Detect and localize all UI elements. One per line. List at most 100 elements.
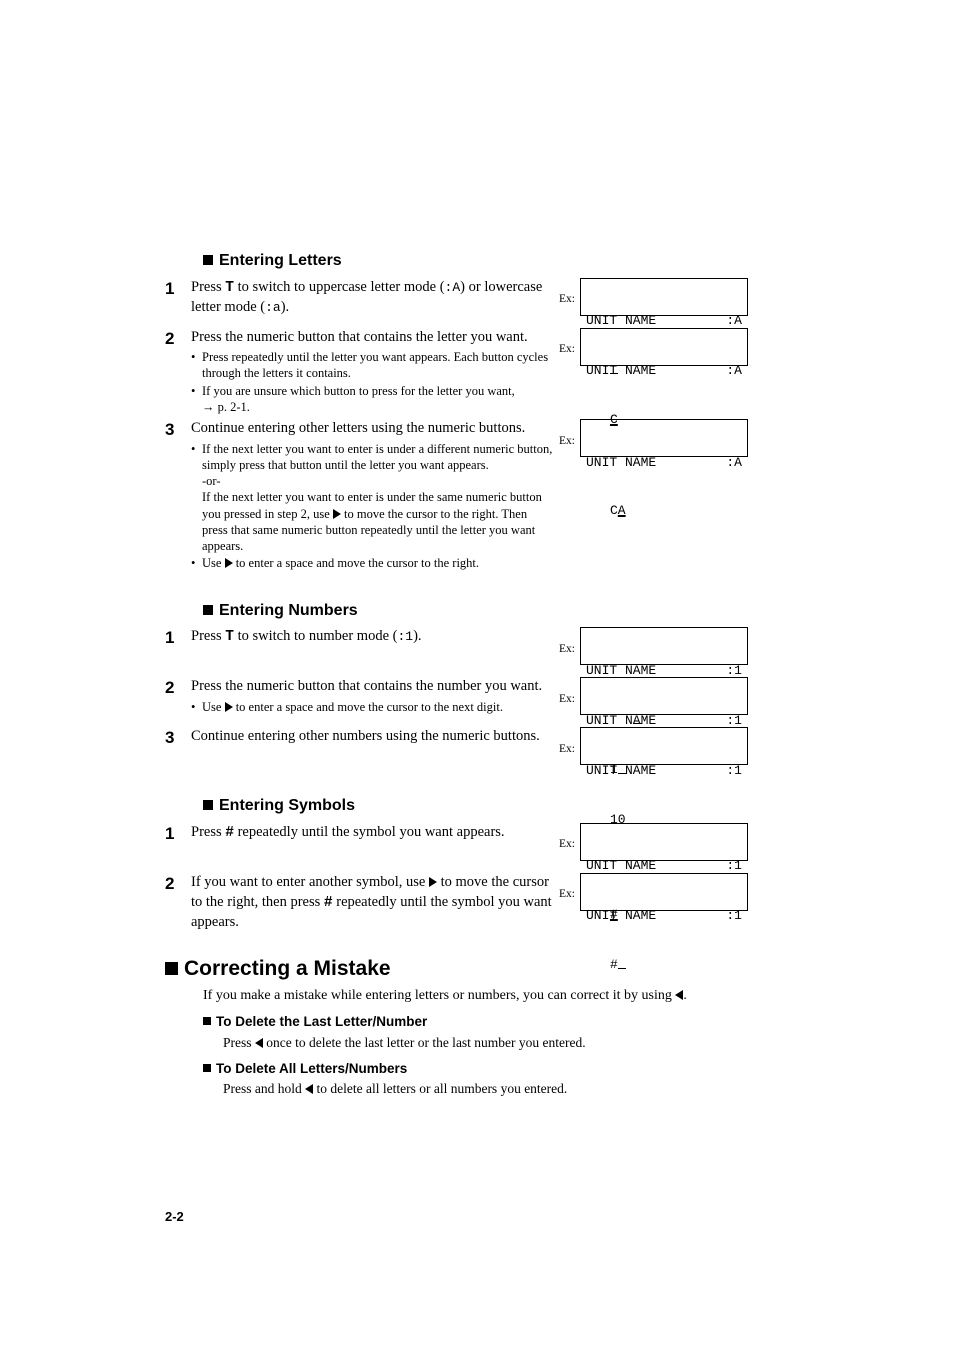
text: p. 2-1. [215,400,250,414]
text: Press [191,628,225,644]
lcd-display: UNIT NAME:1 10 [580,727,748,765]
lcd-display: UNIT NAME:A CA [580,419,748,457]
heading-text: Correcting a Mistake [184,957,391,980]
square-bullet-icon [203,1064,211,1072]
bullet-dot-icon: • [191,349,202,382]
text: Press [191,279,225,295]
step-body: If you want to enter another symbol, use… [191,873,555,933]
hash-key-icon: # [324,895,333,911]
step-body: Press the numeric button that contains t… [191,328,555,416]
ex-label: Ex: [559,837,575,853]
step-number: 3 [165,419,191,572]
square-bullet-icon [203,605,213,615]
lcd-display: UNIT NAME:1 [580,627,748,665]
ex-label: Ex: [559,292,575,308]
step-number: 2 [165,677,191,715]
text: If you are unsure which button to press … [202,384,515,398]
lcd-value: CA [610,503,626,518]
step-row: 3 Continue entering other numbers using … [165,727,834,773]
step-number: 3 [165,727,191,750]
lcd-example: Ex: UNIT NAME:1 # [559,873,834,911]
step-body: Press T to switch to number mode (:1). [191,627,555,650]
step-main-text: Press the numeric button that contains t… [191,677,555,697]
lcd-example: Ex: UNIT NAME:1 [559,627,834,665]
text: to enter a space and move the cursor to … [233,556,479,570]
ex-label: Ex: [559,434,575,450]
lcd-example: Ex: UNIT NAME:1 1 [559,677,834,715]
square-bullet-icon [203,800,213,810]
text: to switch to number mode ( [234,628,398,644]
text: Use [202,556,225,570]
text: once to delete the last letter or the la… [263,1035,586,1050]
triangle-right-icon [225,558,233,568]
bullet-text: Press repeatedly until the letter you wa… [202,349,555,382]
text: to switch to uppercase letter mode ( [234,279,445,295]
arrow-right-icon: → [202,400,215,414]
hash-key-icon: # [225,825,234,841]
text: repeatedly until the symbol you want app… [234,824,505,840]
title-text: Entering Symbols [219,797,355,814]
title-text: Entering Letters [219,252,342,269]
bullet-dot-icon: • [191,441,202,555]
bullet-dot-icon: • [191,699,202,715]
ex-label: Ex: [559,742,575,758]
subheading-delete-last: To Delete the Last Letter/Number [203,1013,834,1031]
mode-code: :A [445,280,461,295]
section-title: Entering Letters [203,250,834,272]
triangle-right-icon [225,702,233,712]
bullet-dot-icon: • [191,383,202,416]
title-text: Entering Numbers [219,602,358,619]
step-body: Press # repeatedly until the symbol you … [191,823,555,846]
step-body: Continue entering other numbers using th… [191,727,555,750]
ex-label: Ex: [559,642,575,658]
bullet-dot-icon: • [191,555,202,571]
lcd-mode: :1 [726,908,742,924]
square-bullet-icon [203,255,213,265]
bullet-text: If the next letter you want to enter is … [202,441,555,555]
mode-code: :1 [397,629,413,644]
square-bullet-icon [203,1017,211,1025]
step-main-text: Continue entering other letters using th… [191,419,555,439]
lcd-display: UNIT NAME:1 # [580,873,748,911]
bullet-text: Use to enter a space and move the cursor… [202,555,555,571]
step-row: 1 Press T to switch to number mode (:1).… [165,627,834,673]
step-body: Press T to switch to uppercase letter mo… [191,278,555,318]
subheading-text: To Delete the Last Letter/Number [216,1014,427,1029]
text: ). [281,299,289,315]
lcd-value: # [610,957,618,972]
lcd-mode: :A [726,455,742,471]
bullet-text: Use to enter a space and move the cursor… [202,699,555,715]
text: ). [413,628,421,644]
step-row: 1 Press # repeatedly until the symbol yo… [165,823,834,869]
body-delete-all: Press and hold to delete all letters or … [223,1080,834,1098]
ex-label: Ex: [559,342,575,358]
triangle-right-icon [333,509,341,519]
step-row: 3 Continue entering other letters using … [165,419,834,572]
section-entering-numbers: Entering Numbers 1 Press T to switch to … [165,600,834,774]
text: If the next letter you want to enter is … [202,442,552,472]
subheading-delete-all: To Delete All Letters/Numbers [203,1060,834,1078]
text: Use [202,700,225,714]
step-body: Continue entering other letters using th… [191,419,555,572]
triangle-left-icon [255,1038,263,1048]
triangle-right-icon [429,877,437,887]
mode-code: :a [265,300,281,315]
step-main-text: Continue entering other numbers using th… [191,727,555,747]
step-row: 1 Press T to switch to uppercase letter … [165,278,834,324]
step-number: 1 [165,627,191,650]
step-number: 1 [165,823,191,846]
lcd-display: UNIT NAME:1 1 [580,677,748,715]
lcd-example: Ex: UNIT NAME:1 10 [559,727,834,765]
text: to enter a space and move the cursor to … [233,700,503,714]
lcd-mode: :1 [726,763,742,779]
ex-label: Ex: [559,887,575,903]
ex-label: Ex: [559,692,575,708]
text: -or- [202,474,221,488]
step-number: 1 [165,278,191,318]
page-number: 2-2 [165,1208,834,1226]
step-body: Press the numeric button that contains t… [191,677,555,715]
lcd-example: Ex: UNIT NAME:1 # [559,823,834,861]
lcd-display: UNIT NAME:1 # [580,823,748,861]
lcd-label: UNIT NAME [586,363,656,379]
lcd-example: Ex: UNIT NAME:A CA [559,419,834,457]
